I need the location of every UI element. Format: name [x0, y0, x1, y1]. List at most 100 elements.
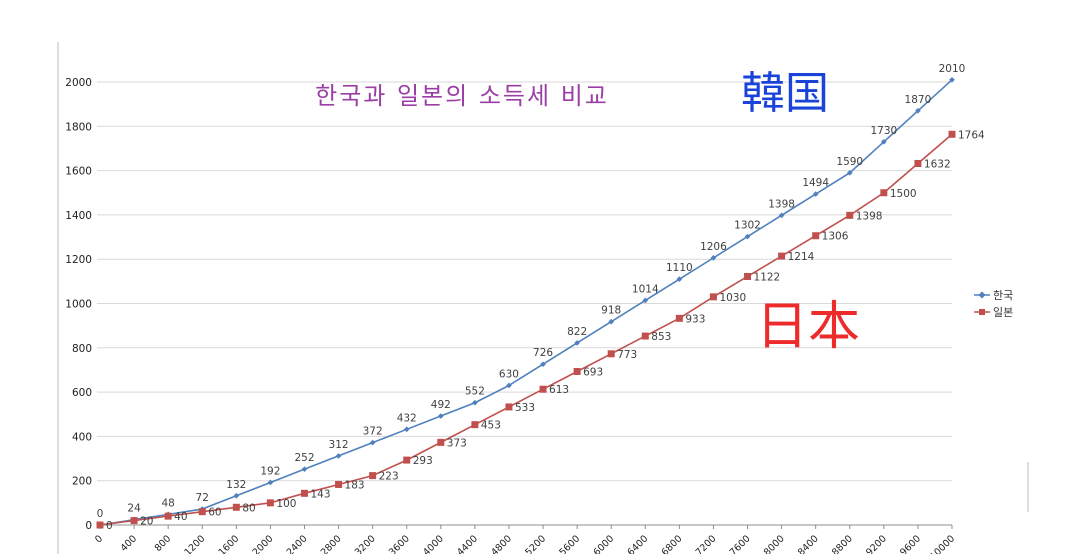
- korea-data-label-16: 1014: [632, 283, 659, 295]
- legend: 한국 일본: [974, 289, 1013, 319]
- korea-point-9: [403, 426, 410, 433]
- korea-point-16: [642, 297, 649, 304]
- korea-point-17: [676, 276, 683, 282]
- korea-data-label-15: 918: [601, 305, 621, 317]
- korea-point-12: [506, 382, 512, 389]
- japan-point-16: [641, 332, 649, 340]
- korea-point-19: [744, 233, 751, 240]
- korea-data-label-2: 48: [161, 497, 174, 509]
- japan-point-8: [369, 472, 377, 480]
- y-tick-label-1800: 1800: [65, 121, 92, 133]
- korea-point-21: [812, 191, 819, 197]
- legend-marker-japan: [979, 309, 985, 315]
- japan-data-label-3: 60: [208, 507, 221, 519]
- x-tick-label-1200: 1200: [182, 533, 207, 554]
- x-tick-label-8800: 8800: [830, 533, 855, 554]
- korea-data-label-7: 312: [329, 439, 349, 451]
- x-tick-label-0: 0: [93, 533, 105, 545]
- korea-point-11: [472, 399, 478, 406]
- korea-point-22: [846, 169, 853, 176]
- korea-data-label-18: 1206: [700, 241, 727, 253]
- japan-data-label-18: 1030: [719, 292, 746, 304]
- japan-point-17: [675, 314, 683, 322]
- korea-point-5: [267, 479, 274, 486]
- japan-point-22: [846, 211, 854, 219]
- x-tick-label-2000: 2000: [251, 533, 276, 554]
- korea-point-8: [369, 439, 376, 446]
- annotation-japan: 日本: [756, 297, 860, 357]
- x-tick-label-5600: 5600: [557, 533, 582, 554]
- x-tick-label-9600: 9600: [898, 533, 923, 554]
- y-tick-label-200: 200: [72, 476, 92, 488]
- x-tick-label-3200: 3200: [353, 533, 378, 554]
- legend-item-korea: 한국: [974, 289, 1013, 302]
- korea-data-label-12: 630: [499, 368, 519, 380]
- y-tick-label-0: 0: [85, 520, 92, 532]
- korea-point-10: [437, 413, 444, 419]
- chart-title: 한국과 일본의 소득세 비교: [315, 82, 609, 110]
- legend-marker-korea: [978, 291, 986, 299]
- korea-data-label-24: 1870: [905, 94, 932, 106]
- japan-data-label-9: 293: [413, 455, 433, 467]
- korea-data-label-3: 72: [196, 492, 209, 504]
- japan-data-label-14: 693: [583, 367, 603, 379]
- japan-data-label-4: 80: [242, 502, 255, 514]
- y-tick-label-1600: 1600: [65, 166, 92, 178]
- japan-data-label-13: 613: [549, 384, 569, 396]
- korea-data-label-19: 1302: [734, 220, 761, 232]
- korea-data-label-13: 726: [533, 347, 553, 359]
- japan-point-2: [164, 512, 172, 520]
- japan-data-label-22: 1398: [856, 210, 883, 222]
- japan-data-label-6: 143: [310, 488, 330, 500]
- korea-point-6: [301, 466, 308, 473]
- x-tick-label-8400: 8400: [796, 533, 821, 554]
- x-tick-label-7200: 7200: [694, 533, 719, 554]
- korea-point-4: [233, 492, 240, 499]
- japan-data-label-16: 853: [651, 331, 671, 343]
- japan-data-label-17: 933: [685, 313, 705, 325]
- x-axis: 0 400 800 1200 1600 2000 2400 2800 3200 3600 4000 4…: [93, 525, 957, 558]
- x-tick-label-2800: 2800: [319, 533, 344, 554]
- korea-point-13: [540, 361, 546, 368]
- x-tick-label-4400: 4400: [455, 533, 480, 554]
- data-labels-layer: 0 24 48 72 132 192 252 312 372 432 492 552 630 726 822…: [97, 63, 985, 532]
- japan-point-6: [300, 489, 308, 497]
- korea-data-label-14: 822: [567, 326, 587, 338]
- japan-point-0: [96, 521, 104, 529]
- korea-data-label-6: 252: [294, 452, 314, 464]
- x-tick-label-9200: 9200: [864, 533, 889, 554]
- japan-data-label-2: 40: [174, 511, 187, 523]
- x-tick-label-1600: 1600: [217, 533, 242, 554]
- japan-data-label-0: 0: [106, 520, 113, 532]
- japan-point-25: [948, 130, 956, 138]
- korea-data-label-17: 1110: [666, 262, 693, 274]
- korea-data-label-22: 1590: [836, 156, 863, 168]
- japan-point-10: [437, 438, 445, 446]
- japan-data-label-20: 1214: [788, 251, 815, 263]
- japan-point-13: [539, 385, 547, 393]
- x-tick-label-4000: 4000: [421, 533, 446, 554]
- korea-point-14: [574, 340, 580, 346]
- korea-data-label-4: 132: [226, 479, 246, 491]
- legend-item-japan: 일본: [974, 305, 1013, 319]
- y-tick-label-800: 800: [72, 343, 92, 355]
- korea-data-label-23: 1730: [870, 125, 897, 137]
- annotation-korea: 韓国: [741, 68, 829, 119]
- y-tick-label-1000: 1000: [65, 299, 92, 311]
- korea-data-label-9: 432: [397, 412, 417, 424]
- x-tick-label-6800: 6800: [660, 533, 685, 554]
- japan-point-23: [880, 189, 888, 197]
- japan-data-label-19: 1122: [754, 271, 781, 283]
- japan-point-15: [607, 350, 615, 358]
- korea-data-label-8: 372: [363, 426, 383, 438]
- korea-point-15: [608, 318, 615, 325]
- japan-point-9: [403, 456, 411, 464]
- japan-data-label-11: 453: [481, 420, 501, 432]
- x-tick-label-2400: 2400: [285, 533, 310, 554]
- y-tick-label-1200: 1200: [65, 254, 92, 266]
- japan-data-label-1: 20: [140, 516, 153, 528]
- y-tick-label-400: 400: [72, 431, 92, 443]
- korea-point-20: [778, 212, 785, 219]
